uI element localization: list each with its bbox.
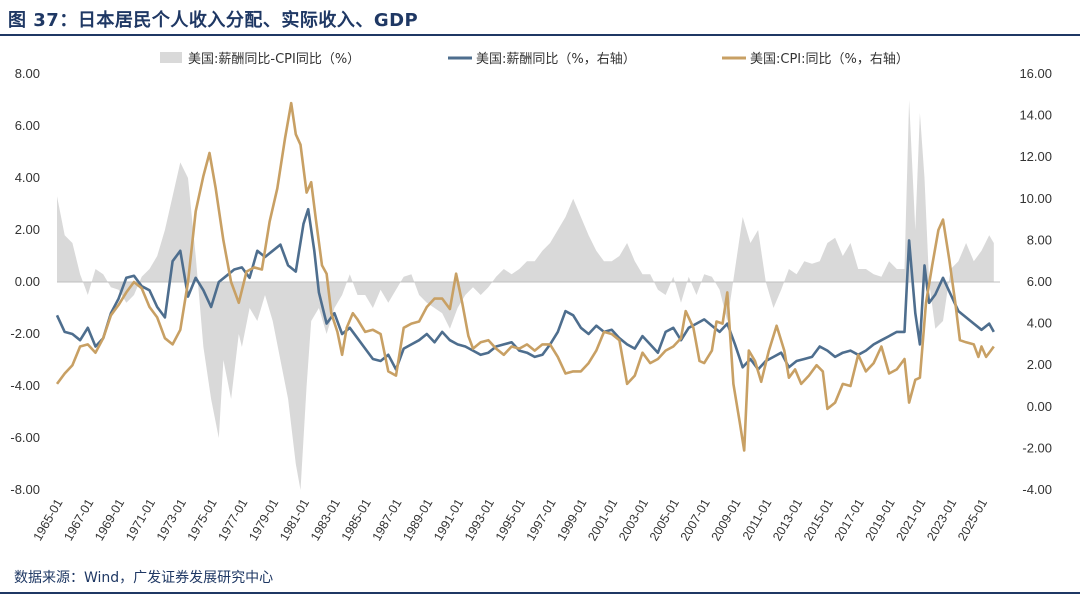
- left-axis-tick-label: -6.00: [10, 430, 40, 445]
- right-axis-tick-label: 10.00: [1019, 191, 1052, 206]
- legend-label: 美国:薪酬同比-CPI同比（%）: [188, 52, 360, 67]
- legend-label: 美国:CPI:同比（%，右轴）: [750, 52, 909, 67]
- right-axis-tick-label: -4.00: [1022, 482, 1052, 497]
- right-axis-tick-label: 6.00: [1027, 274, 1052, 289]
- chart: 美国:薪酬同比-CPI同比（%） 美国:薪酬同比（%，右轴） 美国:CPI:同比（%…: [10, 52, 1052, 543]
- left-axis-tick-label: 8.00: [15, 66, 40, 81]
- left-axis-tick-label: -4.00: [10, 378, 40, 393]
- x-axis-tick-label: 2009-01: [709, 496, 744, 543]
- left-axis-tick-label: 4.00: [15, 170, 40, 185]
- right-axis: 16.00 14.00 12.00 10.00 8.00 6.00 4.00 2.00 0.00…: [1019, 66, 1052, 497]
- right-axis-tick-label: 12.00: [1019, 149, 1052, 164]
- wage-minus-cpi-area: [57, 100, 994, 490]
- line-series-layer: [55, 101, 995, 452]
- figure-title: 图 37：日本居民个人收入分配、实际收入、GDP: [8, 10, 419, 31]
- x-axis-tick-label: 2025-01: [955, 496, 990, 543]
- x-axis-tick-label: 2011-01: [740, 496, 775, 542]
- left-axis-tick-label: -2.00: [10, 326, 40, 341]
- cpi-growth-line: [55, 101, 995, 452]
- right-axis-tick-label: -2.00: [1022, 440, 1052, 455]
- source-note: 数据来源：Wind，广发证券发展研究中心: [14, 570, 274, 586]
- area-series-layer: [57, 100, 1000, 490]
- left-axis-tick-label: 2.00: [15, 222, 40, 237]
- right-axis-tick-label: 16.00: [1019, 66, 1052, 81]
- left-axis-tick-label: 0.00: [15, 274, 40, 289]
- left-axis-tick-label: -8.00: [10, 482, 40, 497]
- right-axis-tick-label: 14.00: [1019, 108, 1052, 123]
- right-axis-tick-label: 4.00: [1027, 316, 1052, 331]
- wage-growth-line: [55, 207, 995, 371]
- right-axis-tick-label: 2.00: [1027, 357, 1052, 372]
- legend-swatch-area: [160, 52, 182, 63]
- legend-label: 美国:薪酬同比（%，右轴）: [476, 52, 636, 67]
- chart-legend: 美国:薪酬同比-CPI同比（%） 美国:薪酬同比（%，右轴） 美国:CPI:同比（%…: [160, 52, 909, 67]
- left-axis: 8.00 6.00 4.00 2.00 0.00 -2.00 -4.00 -6.00 -8.00: [10, 66, 40, 497]
- right-axis-tick-label: 0.00: [1027, 399, 1052, 414]
- right-axis-tick-label: 8.00: [1027, 232, 1052, 247]
- left-axis-tick-label: 6.00: [15, 118, 40, 133]
- bottom-divider: [0, 592, 1080, 594]
- x-axis: 1965-011967-011969-011971-011973-011975-…: [31, 496, 991, 543]
- title-divider: [0, 34, 1080, 36]
